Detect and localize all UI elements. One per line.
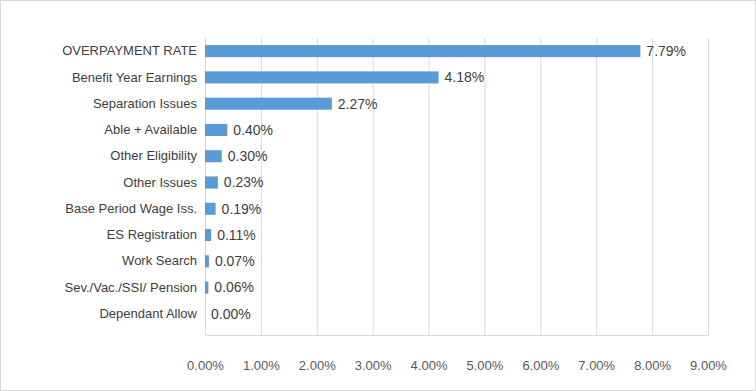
grid-line [540, 38, 541, 335]
y-tick: Other Issues [123, 175, 205, 190]
chart-frame [1, 1, 756, 391]
x-tick: 8.00% [634, 335, 671, 373]
x-tick-label: 6.00% [522, 358, 559, 373]
bar [205, 71, 439, 83]
x-tick-label: 5.00% [467, 358, 504, 373]
y-tick-label: Work Search [122, 253, 197, 268]
y-tick: Other Eligibility [110, 148, 205, 163]
y-tick-label: OVERPAYMENT RATE [62, 43, 197, 58]
y-tick-label: Able + Available [104, 122, 197, 137]
bars [205, 45, 640, 294]
bar [205, 255, 209, 267]
y-tick-label: Other Issues [123, 175, 197, 190]
data-label: 0.11% [217, 227, 256, 243]
y-tick-label: Other Eligibility [110, 148, 197, 163]
data-label: 0.30% [228, 148, 268, 164]
x-tick-label: 9.00% [690, 358, 727, 373]
data-label: 0.07% [215, 253, 255, 269]
x-tick: 0.00% [187, 335, 224, 373]
y-tick: Sev./Vac./SSI/ Pension [65, 280, 205, 295]
x-tick-label: 0.00% [187, 358, 224, 373]
y-axis: OVERPAYMENT RATE Benefit Year Earnings Sep… [62, 39, 205, 328]
x-tick: 9.00% [690, 335, 727, 373]
data-label: 0.06% [214, 279, 254, 295]
y-tick: Base Period Wage Iss. [65, 201, 205, 216]
bar [205, 150, 222, 162]
chart: 0.00% 1.00% 2.00% 3.00% 4.00% 5.00% 6.00% 7.00%… [0, 0, 756, 391]
x-tick: 7.00% [578, 335, 615, 373]
data-label: 4.18% [445, 69, 485, 85]
grid-line [484, 38, 485, 335]
y-tick-label: Dependant Allow [99, 306, 197, 321]
grid-line [652, 38, 653, 335]
y-tick: OVERPAYMENT RATE [62, 43, 205, 58]
x-tick-label: 4.00% [411, 358, 448, 373]
y-tick-label: Sev./Vac./SSI/ Pension [65, 280, 197, 295]
bar [205, 98, 332, 110]
data-label: 2.27% [338, 96, 378, 112]
y-tick: Able + Available [104, 122, 205, 137]
x-tick: 3.00% [355, 335, 392, 373]
x-tick: 1.00% [243, 335, 280, 373]
x-tick-label: 7.00% [578, 358, 615, 373]
bar [205, 176, 218, 188]
y-tick-label: Benefit Year Earnings [72, 70, 198, 85]
y-tick-label: Base Period Wage Iss. [65, 201, 197, 216]
y-tick: Benefit Year Earnings [72, 70, 205, 85]
x-tick-label: 3.00% [355, 358, 392, 373]
y-tick: Work Search [122, 253, 205, 268]
y-tick: ES Registration [107, 227, 205, 242]
x-axis: 0.00% 1.00% 2.00% 3.00% 4.00% 5.00% 6.00% 7.00%… [187, 335, 727, 373]
data-label: 0.23% [224, 174, 264, 190]
bar [205, 282, 208, 294]
y-tick-label: ES Registration [107, 227, 197, 242]
x-tick: 5.00% [467, 335, 504, 373]
x-tick: 2.00% [299, 335, 336, 373]
bar [205, 45, 640, 57]
x-tick-label: 8.00% [634, 358, 671, 373]
data-label: 0.19% [222, 201, 262, 217]
y-tick: Separation Issues [93, 96, 205, 111]
grid [206, 38, 709, 335]
bar [205, 229, 211, 241]
x-tick: 4.00% [411, 335, 448, 373]
grid-line [596, 38, 597, 335]
x-tick-label: 1.00% [243, 358, 280, 373]
x-axis-line [206, 335, 709, 336]
x-tick: 6.00% [522, 335, 559, 373]
grid-line [708, 38, 709, 335]
data-label: 7.79% [646, 43, 686, 59]
x-tick-label: 2.00% [299, 358, 336, 373]
data-labels: 7.79% 4.18% 2.27% 0.40% 0.30% 0.23% 0.19% 0.11%… [211, 43, 686, 322]
data-label: 0.00% [211, 306, 251, 322]
bar [205, 203, 216, 215]
y-tick-label: Separation Issues [93, 96, 198, 111]
bar [205, 308, 206, 320]
y-tick: Dependant Allow [99, 306, 205, 321]
bar [205, 124, 227, 136]
data-label: 0.40% [233, 122, 273, 138]
